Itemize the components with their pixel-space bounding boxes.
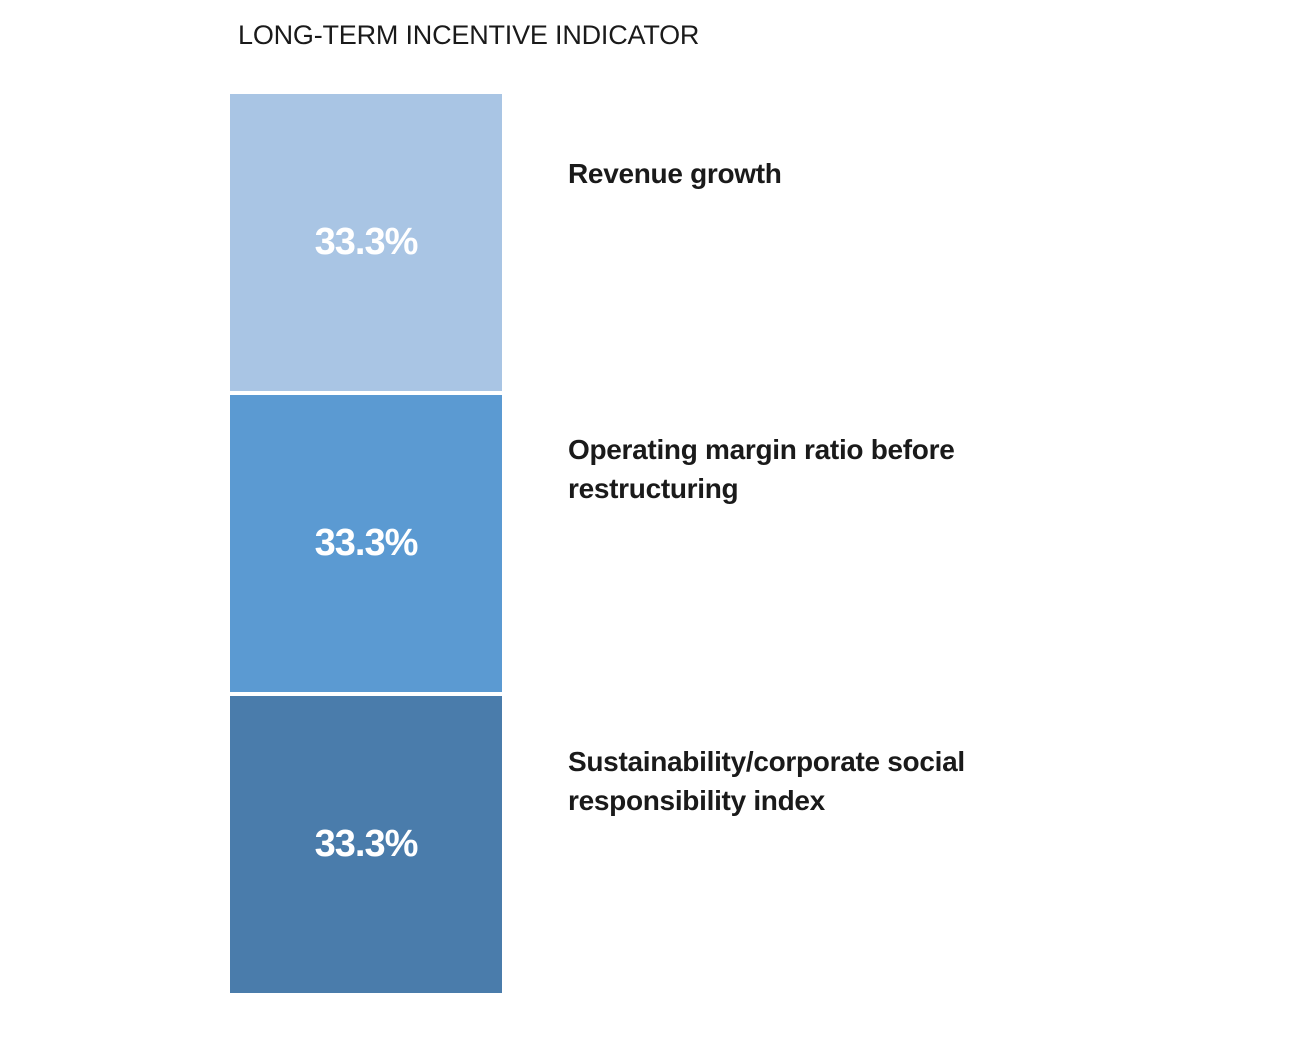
stacked-bar-column: 33.3% 33.3% 33.3% [230,94,502,993]
category-label-line: responsibility index [568,785,825,816]
bar-segment-revenue-growth: 33.3% [230,94,502,391]
segment-value-label: 33.3% [314,823,419,865]
category-label-line: Sustainability/corporate social [568,746,965,777]
category-label-line: Revenue growth [568,158,782,189]
bar-segment-operating-margin: 33.3% [230,395,502,692]
segment-value-label: 33.3% [314,221,419,263]
category-label-operating-margin: Operating margin ratio before restructur… [568,430,1038,508]
category-label-line: restructuring [568,473,739,504]
segment-value-label: 33.3% [314,522,419,564]
category-label-revenue-growth: Revenue growth [568,154,1038,193]
category-label-sustainability: Sustainability/corporate social responsi… [568,742,1038,820]
bar-segment-sustainability: 33.3% [230,696,502,993]
chart-title: LONG-TERM INCENTIVE INDICATOR [238,20,700,50]
category-label-line: Operating margin ratio before [568,434,955,465]
